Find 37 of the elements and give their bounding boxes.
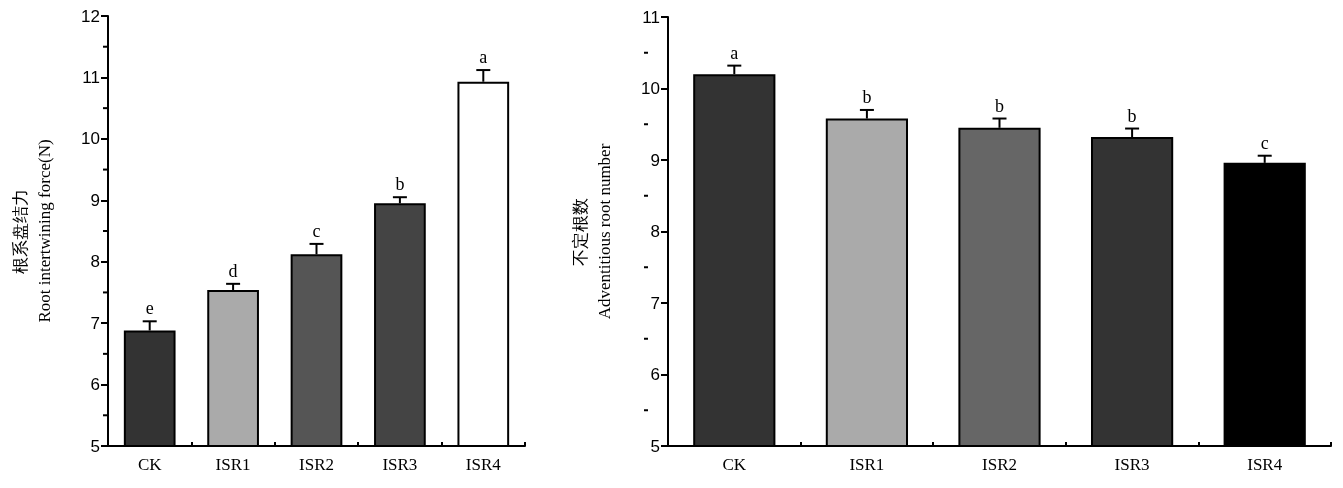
y-tick-label: 9 — [650, 150, 660, 170]
y-tick-label: 9 — [90, 190, 100, 210]
y-tick-label: 8 — [90, 252, 100, 272]
y-tick-label: 10 — [81, 129, 100, 149]
y-axis-title: 不定根数 Adventitious root number — [570, 143, 614, 320]
y-tick-label: 6 — [90, 375, 100, 395]
y-tick-label: 11 — [642, 7, 660, 27]
y-tick-label: 6 — [650, 365, 660, 384]
x-tick-label: ISR1 — [215, 455, 251, 474]
x-tick-label: CK — [722, 455, 747, 474]
x-tick-label: ISR3 — [382, 455, 418, 474]
annotation: b — [995, 95, 1004, 116]
x-tick-label: ISR2 — [299, 455, 334, 474]
x-tick-label: ISR2 — [982, 455, 1017, 474]
x-tick-label: ISR4 — [465, 455, 502, 474]
y-axis-title: 根系盘结力 Root intertwining force(N) — [10, 139, 54, 323]
x-tick-label: ISR4 — [1247, 455, 1283, 474]
annotation: a — [730, 42, 739, 63]
y-tick-label: 5 — [650, 436, 660, 456]
y-tick-label: 5 — [90, 436, 100, 456]
annotation: c — [312, 220, 321, 241]
annotation: c — [1260, 132, 1269, 153]
y-tick-label: 12 — [81, 6, 100, 26]
annotation: a — [479, 47, 488, 68]
y-tick-label: 8 — [650, 222, 660, 241]
annotation: b — [1127, 105, 1137, 126]
x-tick-label: ISR1 — [849, 455, 885, 474]
y-tick-label: 11 — [82, 67, 100, 87]
annotation: d — [228, 260, 238, 281]
x-tick-label: CK — [137, 455, 163, 474]
y-tick-label: 10 — [641, 79, 660, 98]
x-tick-label: ISR3 — [1114, 455, 1150, 474]
annotation: b — [862, 86, 872, 107]
annotation: b — [395, 174, 405, 195]
y-tick-label: 7 — [90, 313, 100, 333]
annotation: e — [145, 298, 154, 319]
y-tick-label: 7 — [650, 293, 660, 313]
